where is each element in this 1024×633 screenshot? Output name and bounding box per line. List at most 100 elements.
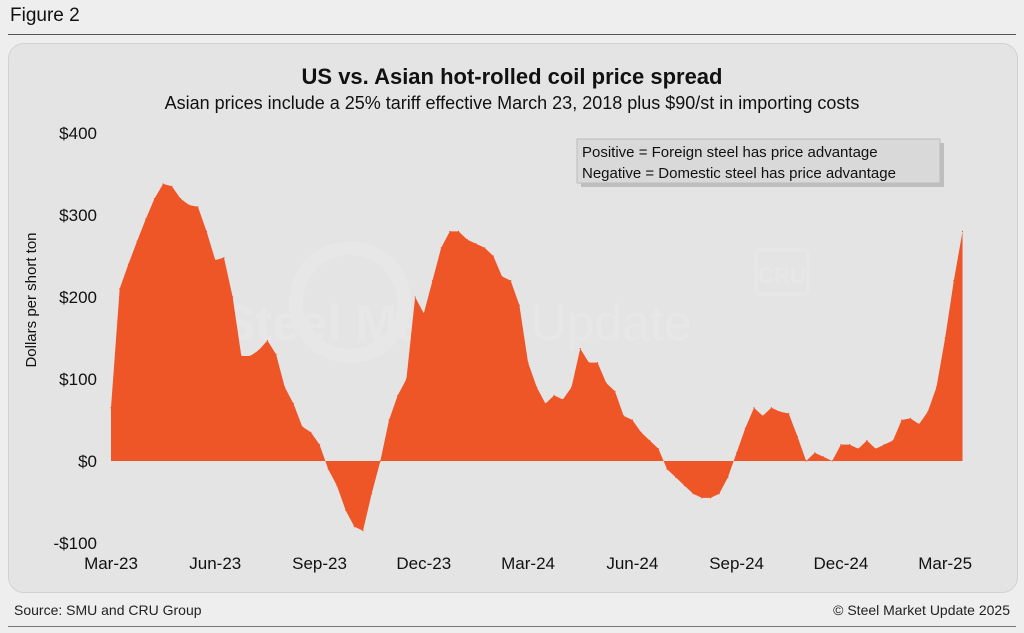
data-point <box>457 230 460 232</box>
data-point <box>614 390 616 392</box>
data-point <box>292 403 295 405</box>
data-point <box>649 439 651 442</box>
data-point <box>119 288 121 290</box>
data-point <box>579 348 581 350</box>
data-point <box>640 431 642 433</box>
y-axis-label: Dollars per short ton <box>23 232 40 367</box>
data-point <box>353 526 355 528</box>
data-point <box>831 460 833 462</box>
watermark-brand-b: Update <box>517 295 692 351</box>
data-point <box>927 411 929 413</box>
data-point <box>197 206 199 208</box>
spread-data-points <box>110 183 964 532</box>
data-point <box>188 204 190 206</box>
data-point <box>857 448 859 450</box>
y-axis: -$100 $0 $100 $200 $300 $400 <box>54 124 97 553</box>
data-point <box>553 394 555 396</box>
data-point <box>935 386 938 388</box>
data-point <box>484 247 486 249</box>
y-tick-label: $300 <box>59 206 97 225</box>
data-point <box>623 415 625 417</box>
data-point <box>840 444 842 446</box>
data-point <box>258 349 260 351</box>
data-point <box>440 247 442 249</box>
y-tick-label: $400 <box>59 124 97 143</box>
data-point <box>709 497 712 499</box>
data-point <box>701 497 703 499</box>
data-point <box>527 362 529 364</box>
x-tick-label: Dec-23 <box>396 554 451 573</box>
data-point <box>492 255 494 257</box>
spread-area-series <box>111 183 963 531</box>
data-point <box>397 394 399 396</box>
data-point <box>961 230 964 232</box>
data-point <box>423 312 425 314</box>
data-point <box>544 403 547 405</box>
x-tick-label: Sep-24 <box>709 554 764 573</box>
data-point <box>162 183 164 185</box>
data-point <box>371 493 373 495</box>
data-point <box>918 423 920 425</box>
data-point <box>683 485 686 487</box>
bottom-divider <box>8 626 1016 627</box>
data-point <box>675 476 677 478</box>
data-point <box>475 243 477 245</box>
data-point <box>605 382 607 384</box>
x-tick-label: Mar-23 <box>84 554 138 573</box>
data-point <box>345 509 347 511</box>
top-divider <box>8 34 1016 35</box>
data-point <box>848 444 851 446</box>
data-point <box>570 386 573 388</box>
y-tick-label: $0 <box>78 452 97 471</box>
watermark-cru-mark: CRU <box>758 263 806 288</box>
legend-line-negative: Negative = Domestic steel has price adva… <box>582 165 896 182</box>
data-point <box>536 386 538 388</box>
watermark-cru-box <box>754 248 810 296</box>
figure-label: Figure 2 <box>10 5 80 26</box>
data-point <box>753 407 755 409</box>
data-point <box>284 386 286 388</box>
data-point <box>510 280 512 282</box>
x-axis: Mar-23 Jun-23 Sep-23 Dec-23 Mar-24 Jun-24 Sep-… <box>84 554 972 573</box>
data-point <box>501 275 503 278</box>
y-tick-label: $100 <box>59 370 97 389</box>
data-point <box>875 448 877 450</box>
data-point <box>232 296 234 298</box>
data-point <box>736 452 738 454</box>
chart-title: US vs. Asian hot-rolled coil price sprea… <box>301 64 723 89</box>
data-point <box>588 362 590 364</box>
data-point <box>727 476 729 478</box>
data-point <box>779 411 781 413</box>
data-point <box>657 448 660 450</box>
data-point <box>631 419 633 421</box>
x-tick-label: Mar-25 <box>918 554 972 573</box>
data-point <box>405 378 408 380</box>
data-point <box>770 407 772 409</box>
data-point <box>249 355 251 357</box>
data-point <box>240 355 242 357</box>
data-point <box>805 460 807 462</box>
data-point <box>944 337 946 339</box>
copyright-note: © Steel Market Update 2025 <box>833 602 1010 618</box>
source-note: Source: SMU and CRU Group <box>14 602 202 618</box>
data-point <box>362 530 364 532</box>
data-point <box>466 239 468 241</box>
data-point <box>179 198 182 200</box>
x-tick-label: Mar-24 <box>501 554 555 573</box>
x-tick-label: Jun-24 <box>606 554 658 573</box>
data-point <box>379 460 381 462</box>
data-point <box>318 444 321 446</box>
data-point <box>814 452 816 454</box>
data-point <box>796 435 799 437</box>
data-point <box>718 493 720 495</box>
data-point <box>214 259 216 261</box>
y-tick-label: -$100 <box>54 534 97 553</box>
data-point <box>127 263 129 265</box>
chart-subtitle: Asian prices include a 25% tariff effect… <box>164 93 860 113</box>
data-point <box>562 398 564 401</box>
data-point <box>901 419 903 421</box>
data-point <box>518 304 520 306</box>
legend-line-positive: Positive = Foreign steel has price advan… <box>582 144 878 161</box>
watermark: Steel Market Update CRU <box>222 241 810 363</box>
